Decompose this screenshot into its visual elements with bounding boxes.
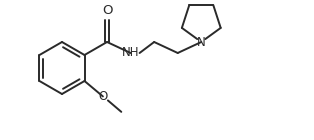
Text: O: O [98, 90, 107, 103]
Text: N: N [197, 36, 206, 48]
Text: O: O [102, 4, 112, 17]
Text: NH: NH [122, 46, 139, 60]
